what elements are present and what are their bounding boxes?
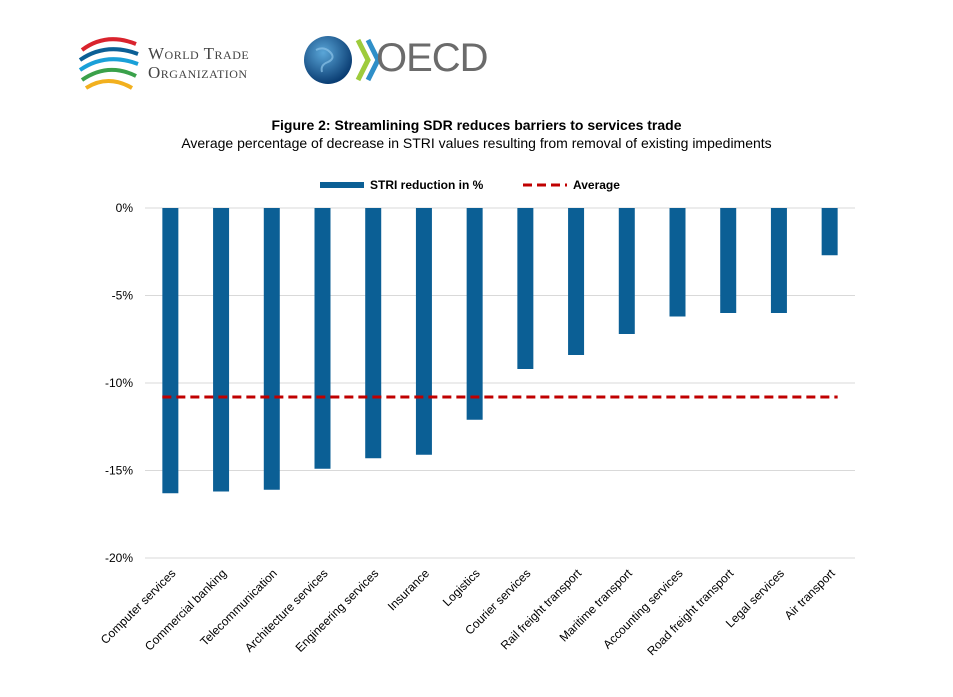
x-tick-label: Road freight transport: [644, 566, 736, 658]
bar: [517, 208, 534, 369]
bar: [669, 208, 686, 317]
chart-title: Figure 2: Streamlining SDR reduces barri…: [271, 117, 682, 133]
x-tick-label: Air transport: [782, 566, 839, 623]
bar: [213, 208, 230, 492]
bar: [720, 208, 737, 313]
bar: [162, 208, 179, 494]
bar: [618, 208, 635, 334]
x-tick-label: Architecture services: [242, 566, 331, 655]
legend-label-average: Average: [573, 178, 620, 192]
oecd-wordmark: OECD: [376, 36, 489, 80]
y-tick-label: -5%: [112, 289, 134, 303]
x-tick-label: Insurance: [385, 566, 432, 613]
legend-bar-swatch: [320, 182, 364, 188]
bar: [770, 208, 787, 313]
oecd-globe-icon: [304, 36, 381, 84]
legend-label-bar: STRI reduction in %: [370, 178, 484, 192]
bar: [821, 208, 838, 256]
logo-area: World Trade Organization OECD: [76, 30, 506, 100]
y-tick-label: 0%: [116, 201, 134, 215]
bar: [415, 208, 432, 455]
x-tick-label: Logistics: [440, 566, 483, 609]
y-tick-label: -10%: [105, 376, 133, 390]
bar: [365, 208, 382, 459]
wto-line-2: Organization: [148, 63, 248, 82]
y-tick-label: -15%: [105, 464, 133, 478]
y-tick-label: -20%: [105, 551, 133, 565]
x-tick-label: Engineering services: [293, 566, 382, 655]
wto-wordmark: World Trade Organization: [148, 44, 249, 82]
bar: [568, 208, 585, 355]
bar: [263, 208, 280, 490]
bar: [314, 208, 331, 469]
bar: [466, 208, 483, 420]
wto-line-1: World Trade: [148, 44, 250, 63]
chart-subtitle: Average percentage of decrease in STRI v…: [181, 135, 772, 151]
wto-logo-icon: [78, 37, 139, 90]
